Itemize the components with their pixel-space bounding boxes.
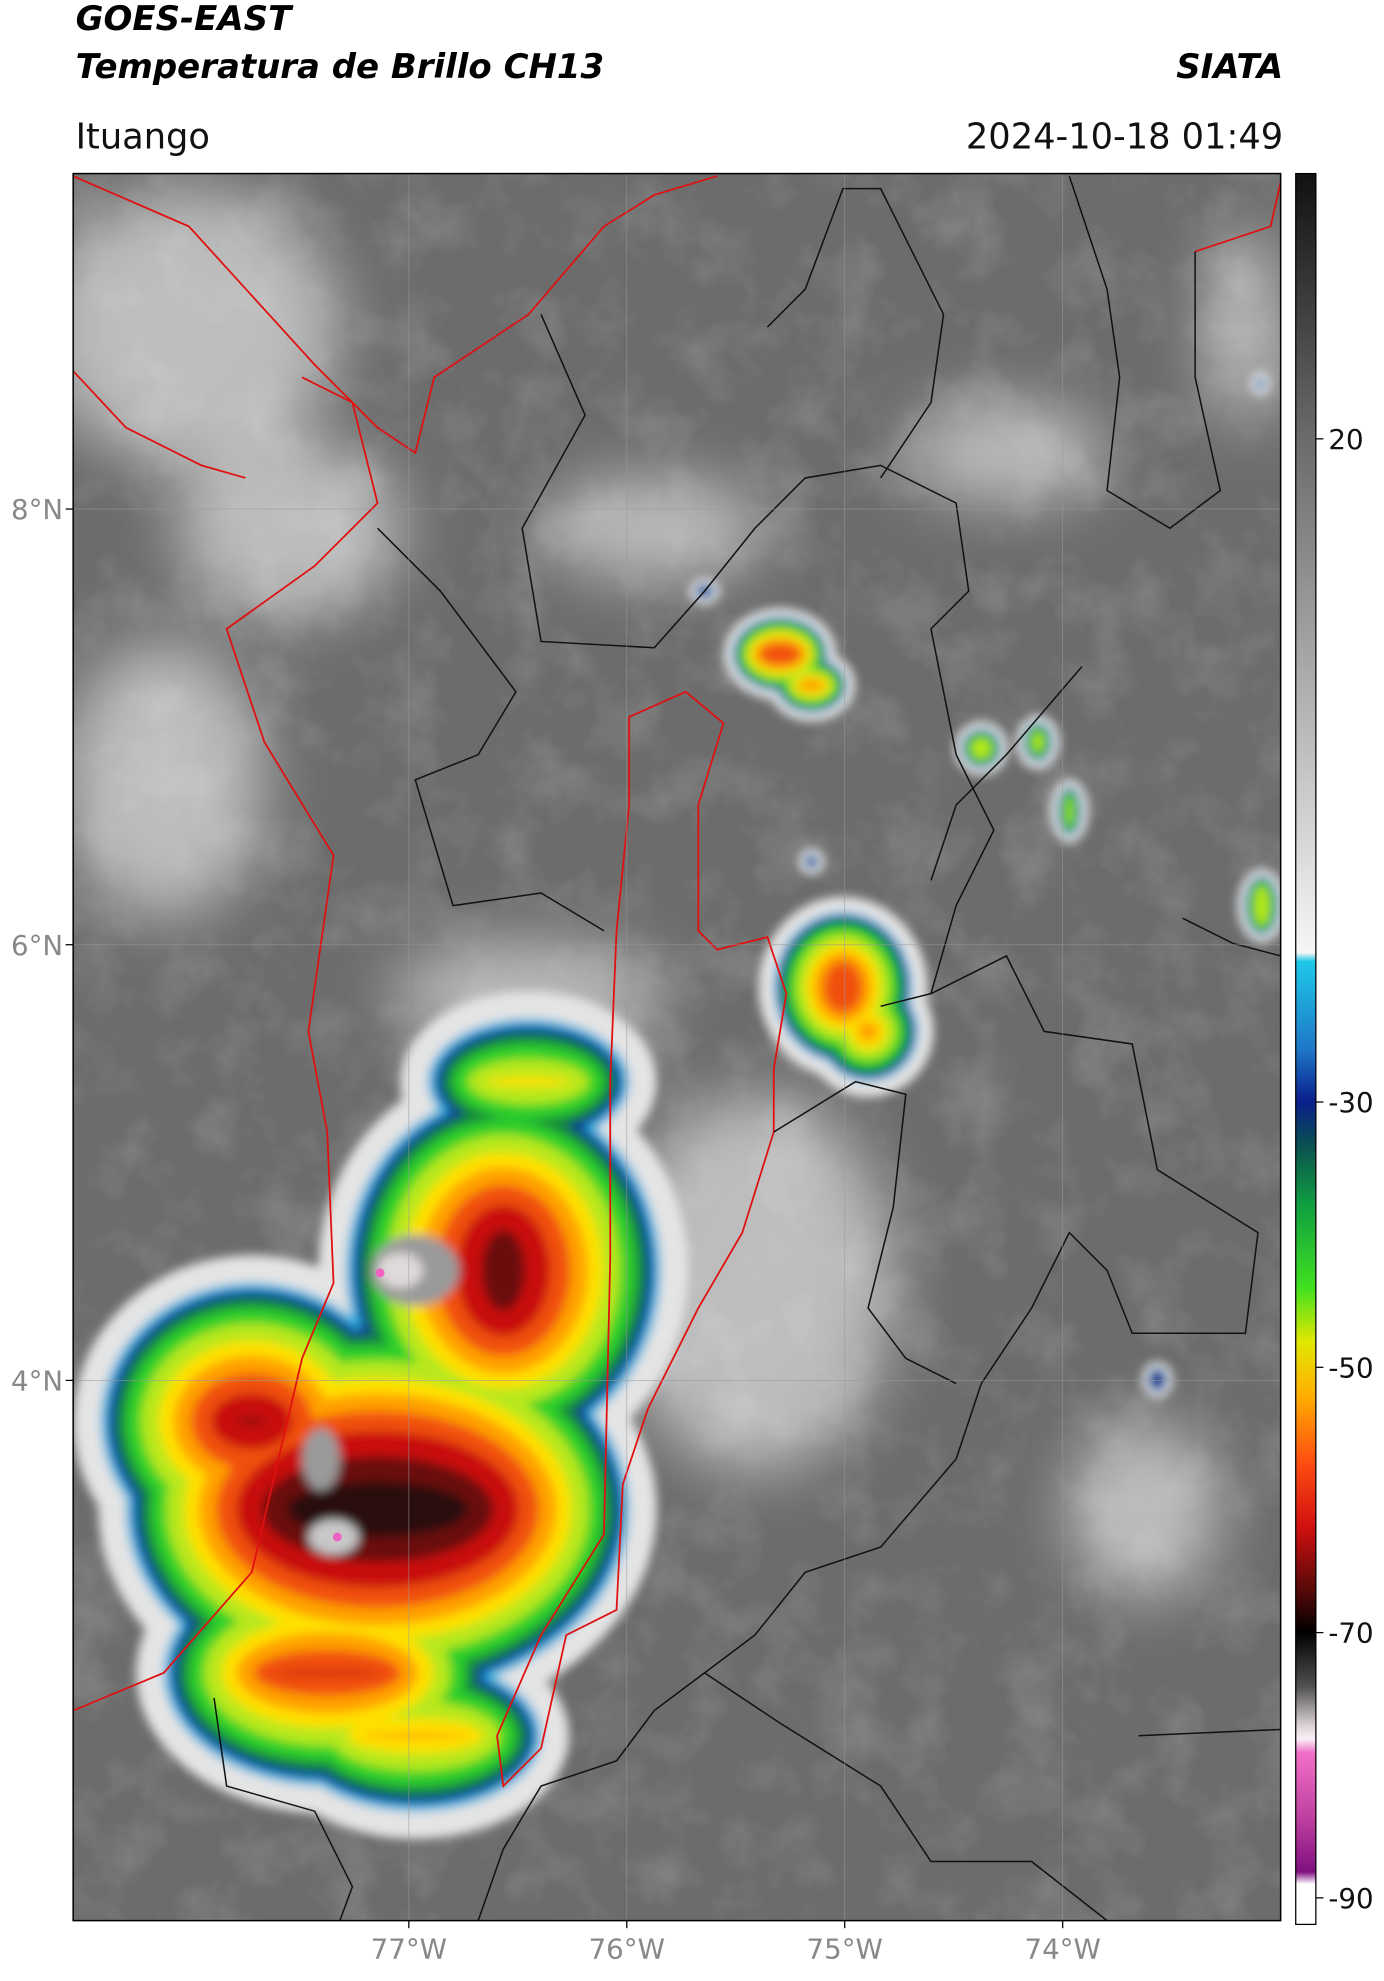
lon-tick-label: 74°W	[1024, 1932, 1100, 1965]
lon-tick-label: 75°W	[807, 1932, 883, 1965]
cloud-top	[485, 1076, 572, 1087]
colorbar-tick-label: -50	[1328, 1351, 1373, 1384]
colorbar-tick-label: -70	[1328, 1617, 1373, 1650]
colorbar-tick-label: -30	[1328, 1086, 1373, 1119]
cloud-top	[481, 1230, 525, 1311]
cloud-top	[823, 961, 863, 1014]
cloud-top	[867, 1030, 869, 1032]
cloud-top	[1148, 1368, 1166, 1391]
map	[73, 173, 1281, 1921]
datetime: 2024-10-18 01:49	[966, 116, 1283, 157]
lat-tick-label: 8°N	[11, 493, 63, 526]
source: SIATA	[1176, 47, 1283, 87]
lon-tick-label: 76°W	[589, 1932, 665, 1965]
lon-tick-label: 77°W	[371, 1932, 447, 1965]
cloud-top	[1066, 796, 1072, 827]
colorbar-tick-label: -90	[1328, 1882, 1373, 1915]
cloud-top	[236, 1418, 267, 1424]
colorbar-tick-label: 20	[1328, 423, 1363, 456]
cloud-top	[1032, 732, 1043, 753]
location: Ituango	[76, 116, 210, 157]
cloud-top	[805, 855, 818, 868]
cloud-top	[803, 684, 820, 686]
cloud-top	[759, 643, 801, 665]
cloud-top	[274, 1670, 381, 1676]
lat-tick-label: 4°N	[11, 1364, 63, 1397]
cloud-core	[302, 1427, 340, 1491]
cloud-core	[332, 1532, 342, 1542]
map-frame	[72, 172, 1282, 1922]
cloud-top	[1254, 885, 1270, 926]
colorbar	[1295, 172, 1317, 1926]
cloud-core	[375, 1268, 385, 1278]
lat-tick-label: 6°N	[11, 929, 63, 962]
cloud-top	[971, 738, 992, 759]
cloud-core	[377, 1252, 423, 1288]
cloud-top	[1256, 378, 1265, 389]
subtitle: Temperatura de Brillo CH13	[76, 47, 604, 87]
cloud-top	[362, 1733, 469, 1739]
title: GOES-EAST	[76, 0, 294, 39]
